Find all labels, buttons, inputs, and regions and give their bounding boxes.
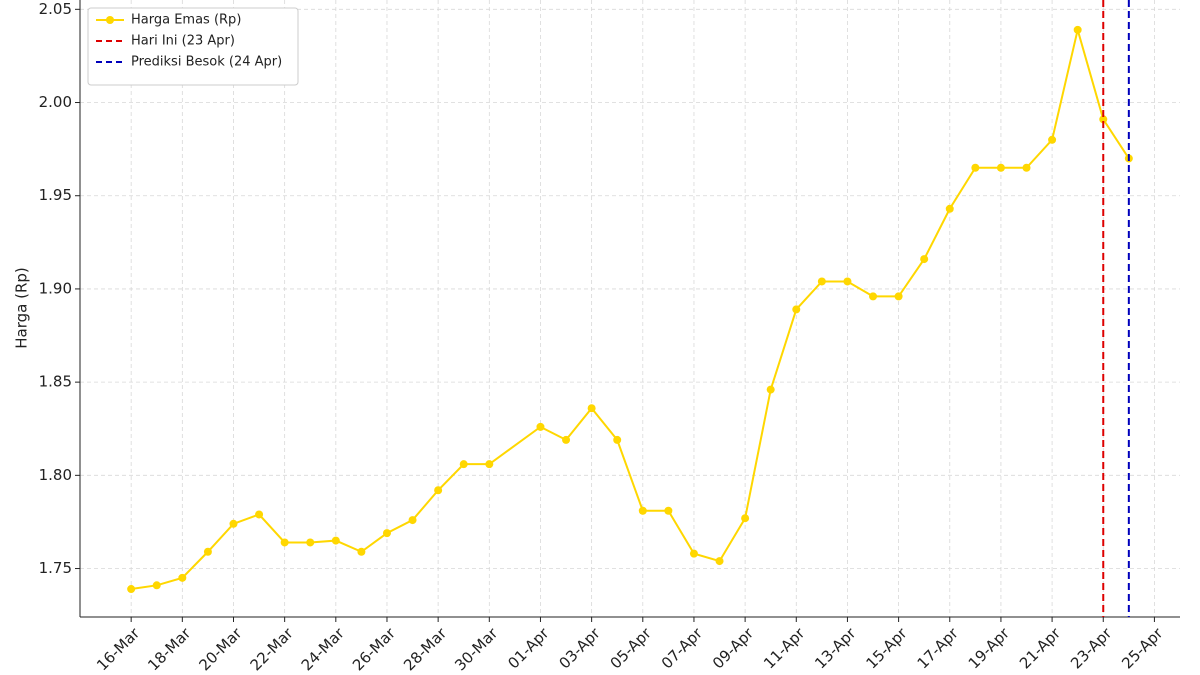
data-point: [766, 385, 775, 394]
legend-box: [87, 7, 299, 86]
data-point: [280, 538, 289, 547]
data-point: [945, 204, 954, 213]
data-point: [664, 506, 673, 515]
x-tick-label: 26-Mar: [349, 624, 400, 675]
y-tick-label: 1.75: [39, 559, 72, 577]
x-tick-label: 19-Apr: [965, 624, 1014, 673]
y-tick-label: 1.90: [39, 279, 72, 297]
x-tick-label: 01-Apr: [504, 624, 553, 673]
x-tick-label: 30-Mar: [451, 624, 502, 675]
y-tick-label: 1.80: [39, 466, 72, 484]
data-point: [382, 529, 391, 538]
x-tick-label: 24-Mar: [298, 624, 349, 675]
data-point: [1073, 25, 1082, 34]
legend-label: Prediksi Besok (24 Apr): [131, 55, 282, 70]
data-point: [357, 547, 366, 556]
data-point: [792, 305, 801, 314]
data-point: [996, 163, 1005, 172]
x-tick-label: 18-Mar: [144, 624, 195, 675]
legend-label: Hari Ini (23 Apr): [131, 34, 235, 49]
x-tick-label: 05-Apr: [607, 624, 656, 673]
x-tick-label: 28-Mar: [400, 624, 451, 675]
x-tick-label: 13-Apr: [811, 624, 860, 673]
data-point: [971, 163, 980, 172]
data-point: [485, 460, 494, 469]
data-point: [715, 557, 724, 566]
data-line: [131, 25, 1130, 591]
x-tick-label: 20-Mar: [195, 624, 246, 675]
data-point: [1099, 115, 1108, 124]
x-tick-label: 15-Apr: [862, 624, 911, 673]
legend-marker: [106, 16, 114, 24]
x-tick-label: 17-Apr: [914, 624, 963, 673]
x-tick-label: 16-Mar: [93, 624, 144, 675]
data-point: [331, 536, 340, 545]
data-point: [536, 422, 545, 431]
x-tick-label: 09-Apr: [709, 624, 758, 673]
data-point: [306, 538, 315, 547]
y-tick-label: 2.00: [39, 93, 72, 111]
legend-label: Harga Emas (Rp): [131, 13, 241, 28]
data-point: [459, 460, 468, 469]
data-point: [229, 519, 238, 528]
x-tick-label: 11-Apr: [760, 624, 809, 673]
data-point: [255, 510, 264, 519]
x-tick-label: 25-Apr: [1118, 624, 1167, 673]
data-point: [587, 404, 596, 413]
data-point: [843, 277, 852, 286]
y-tick-label: 1.95: [39, 186, 72, 204]
data-point: [638, 506, 647, 515]
data-point: [1022, 163, 1031, 172]
data-point: [434, 486, 443, 495]
x-tick-label: 07-Apr: [658, 624, 707, 673]
data-point: [613, 435, 622, 444]
data-point: [203, 547, 212, 556]
y-axis-label: Harga (Rp): [13, 267, 31, 349]
data-point: [741, 514, 750, 523]
data-point: [869, 292, 878, 301]
x-tick-label: 23-Apr: [1067, 624, 1116, 673]
data-point: [178, 573, 187, 582]
data-point: [152, 581, 161, 590]
data-point: [894, 292, 903, 301]
data-point: [817, 277, 826, 286]
data-point: [408, 516, 417, 525]
legend: Harga Emas (Rp) Hari Ini (23 Apr) Prediksi…: [87, 7, 299, 86]
y-tick-label: 1.85: [39, 373, 72, 391]
data-point: [562, 435, 571, 444]
y-tick-label: 2.05: [39, 0, 72, 18]
data-point: [127, 585, 136, 594]
x-tick-label: 22-Mar: [247, 624, 298, 675]
x-tick-label: 21-Apr: [1016, 624, 1065, 673]
data-point: [1048, 135, 1057, 144]
data-point: [920, 255, 929, 264]
data-point: [689, 549, 698, 558]
x-tick-label: 03-Apr: [555, 624, 604, 673]
